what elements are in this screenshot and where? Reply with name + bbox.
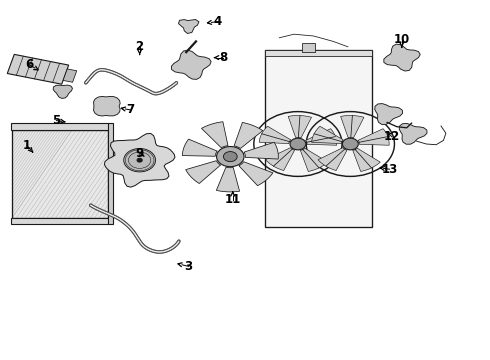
Bar [11,123,109,130]
Text: 8: 8 [219,51,227,64]
Polygon shape [358,129,389,145]
Polygon shape [178,19,199,33]
Polygon shape [104,134,175,187]
Circle shape [137,158,142,162]
Circle shape [123,148,156,172]
Text: 1: 1 [23,139,31,152]
Polygon shape [384,44,420,71]
Text: 7: 7 [126,103,134,116]
Bar [11,218,109,224]
Text: 11: 11 [224,193,241,206]
Polygon shape [375,104,402,125]
Polygon shape [201,122,228,148]
Text: 9: 9 [136,147,144,159]
Text: 2: 2 [136,40,144,53]
Text: 5: 5 [52,114,60,127]
Polygon shape [306,129,337,145]
Polygon shape [182,139,217,156]
Text: 6: 6 [25,58,33,71]
Circle shape [223,152,237,162]
Text: 10: 10 [393,33,410,46]
Polygon shape [266,148,294,171]
Bar [265,50,372,56]
Polygon shape [318,148,347,171]
Bar [302,43,315,52]
Circle shape [217,147,244,167]
Circle shape [290,138,306,150]
Polygon shape [259,126,291,144]
Polygon shape [94,96,120,116]
Polygon shape [186,161,220,184]
Polygon shape [239,162,273,186]
Bar [108,123,113,224]
Bar [7,54,69,84]
Polygon shape [312,126,343,144]
Text: 3: 3 [185,260,193,273]
Polygon shape [300,148,328,171]
Polygon shape [244,142,278,159]
Polygon shape [53,85,73,98]
Polygon shape [341,116,364,138]
Polygon shape [217,167,240,192]
Polygon shape [234,122,263,148]
Text: 12: 12 [384,130,400,143]
Bar [265,50,372,227]
Polygon shape [172,50,211,79]
Polygon shape [353,148,380,171]
Text: 13: 13 [381,163,398,176]
Text: 4: 4 [214,15,222,28]
Bar [63,69,77,82]
Polygon shape [399,123,427,144]
Bar [12,130,108,218]
Bar [12,130,108,218]
Circle shape [343,138,358,150]
Polygon shape [288,116,312,138]
